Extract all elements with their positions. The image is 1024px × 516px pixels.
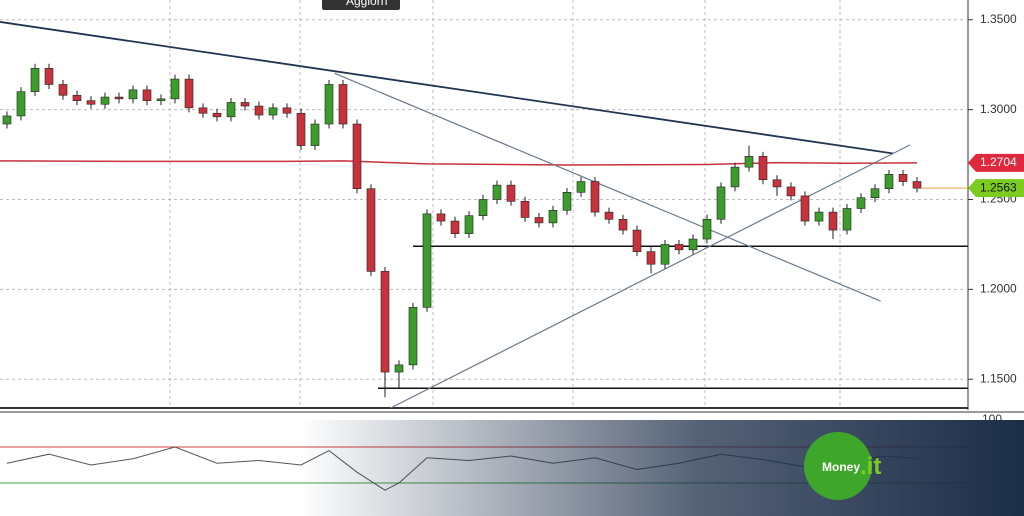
candle-body [898, 174, 908, 182]
refresh-button[interactable] [322, 0, 400, 10]
candle-body [408, 307, 418, 366]
candle-body [72, 94, 82, 101]
price-tag-label: 1.2563 [980, 180, 1017, 194]
candle-body [744, 156, 754, 168]
candle-body [338, 84, 348, 125]
candle-body [226, 102, 236, 118]
candle-body [814, 211, 824, 222]
candle-body [212, 112, 222, 118]
candle-body [198, 107, 208, 114]
candle-body [170, 78, 180, 100]
candle-body [380, 271, 390, 373]
candle-body [660, 244, 670, 265]
candle-body [44, 67, 54, 85]
candle-body [240, 102, 250, 107]
candle-body [114, 96, 124, 100]
candle-body [422, 213, 432, 308]
candle-body [184, 78, 194, 109]
y-tick-label: 1.3500 [980, 12, 1017, 26]
candle-body [268, 107, 278, 116]
candle-body [450, 220, 460, 234]
candle-body [86, 100, 96, 105]
candle-body [632, 229, 642, 252]
button-label: Aggiorn [346, 0, 387, 8]
price-tag-label: 1.2704 [980, 155, 1017, 169]
candle-body [2, 115, 12, 125]
candle-body [366, 188, 376, 272]
logo-text: Money.it [822, 453, 881, 480]
candle-body [730, 166, 740, 188]
logo-suffix: .it [860, 453, 881, 480]
candle-body [702, 218, 712, 240]
trendline [390, 144, 911, 409]
candle-body [520, 201, 530, 218]
y-tick-label: 1.1500 [980, 371, 1017, 385]
candle-body [912, 181, 922, 189]
candle-body [884, 174, 894, 190]
candle-body [58, 84, 68, 96]
candle-body [254, 105, 264, 116]
candle-body [282, 107, 292, 114]
candle-body [464, 215, 474, 234]
candle-body [324, 84, 334, 125]
candle-body [506, 184, 516, 202]
candle-body [156, 98, 166, 101]
grid [169, 0, 841, 408]
candle-body [128, 89, 138, 100]
candle-body [394, 364, 404, 373]
candle-body [856, 197, 866, 209]
candle-body [786, 186, 796, 197]
candle-body [142, 89, 152, 101]
candle-body [688, 238, 698, 251]
candle-body [716, 186, 726, 220]
candle-body [800, 195, 810, 222]
candle-body [618, 218, 628, 231]
candle-body [758, 156, 768, 181]
y-tick-label: 1.2000 [980, 282, 1017, 296]
candle-body [604, 211, 614, 220]
candle-body [548, 209, 558, 224]
candle-body [534, 217, 544, 224]
candle-body [772, 179, 782, 188]
candle-body [30, 67, 40, 92]
candle-body [16, 91, 26, 117]
candle-body [436, 213, 446, 222]
candle-body [562, 192, 572, 211]
trendline [334, 72, 881, 302]
trendline [0, 21, 894, 155]
y-tick-label: 1.3000 [980, 102, 1017, 116]
logo-main: Money [822, 460, 860, 474]
price-tag [968, 179, 1024, 198]
candle-body [842, 208, 852, 231]
candle-body [296, 112, 306, 146]
moving-average [0, 160, 918, 166]
candle-body [310, 123, 320, 146]
candle-body [576, 181, 586, 193]
candle-body [646, 251, 656, 265]
candle-body [492, 184, 502, 200]
candle-body [478, 199, 488, 216]
candle-body [590, 181, 600, 213]
candle-body [828, 211, 838, 231]
candle-body [674, 244, 684, 251]
candle-body [352, 123, 362, 190]
candle-body [870, 188, 880, 199]
watermark-shade [300, 420, 1024, 516]
price-tag [968, 153, 1024, 172]
candle-body [100, 96, 110, 105]
logo-circle [804, 432, 872, 500]
